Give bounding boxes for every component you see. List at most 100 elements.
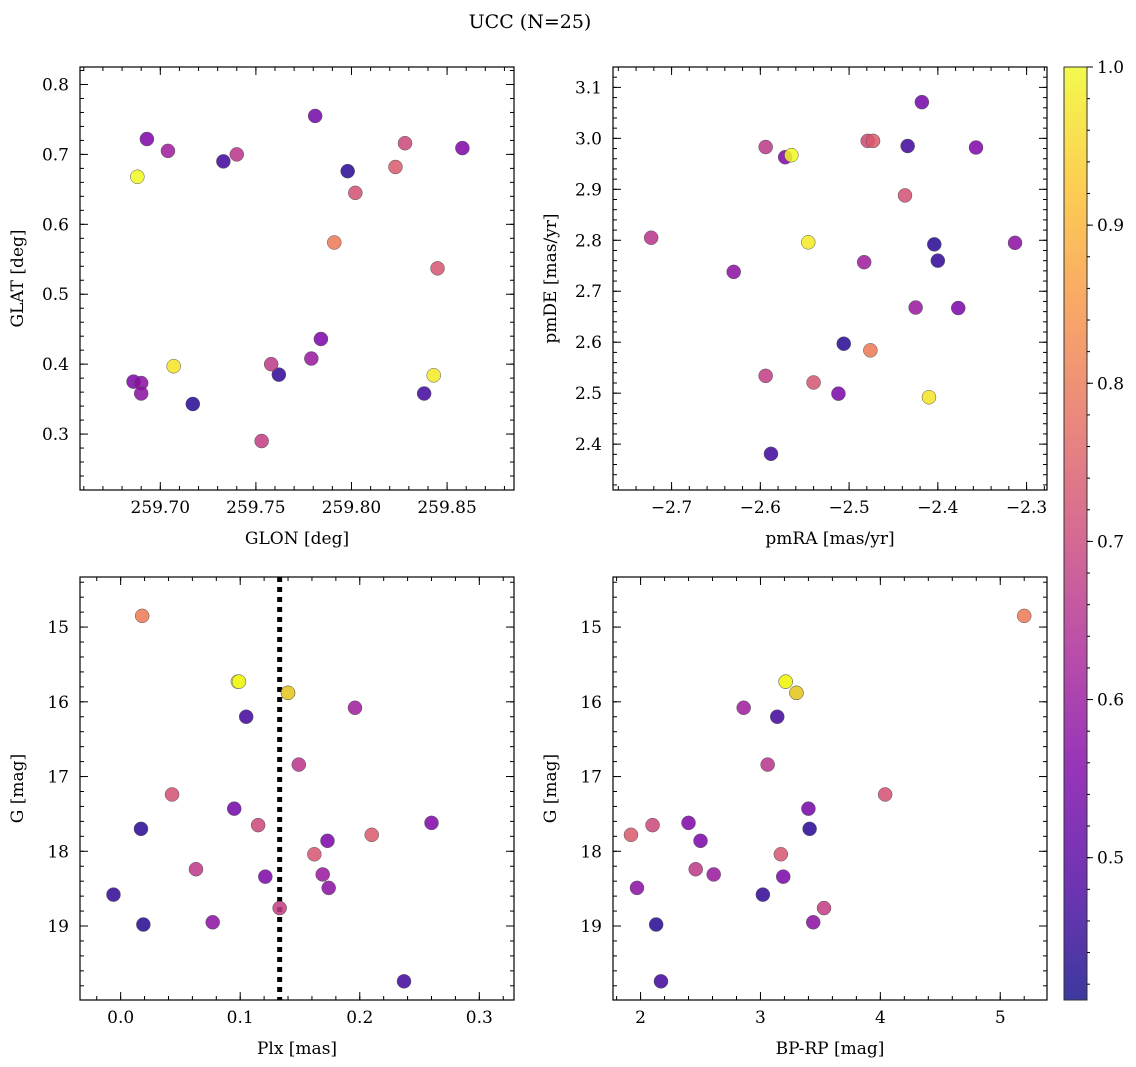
data-point — [693, 833, 708, 849]
x-tick-label: 0.1 — [227, 1008, 254, 1028]
data-point — [424, 815, 439, 831]
data-point — [188, 861, 204, 877]
data-point — [160, 143, 176, 159]
data-point — [416, 386, 432, 401]
data-point — [388, 159, 403, 175]
data-point — [760, 757, 775, 772]
data-point — [706, 867, 721, 882]
data-point — [968, 140, 984, 155]
scatter-points — [126, 108, 470, 449]
data-point — [863, 343, 878, 358]
data-point — [778, 674, 793, 689]
data-point — [307, 108, 323, 124]
data-point — [430, 261, 445, 276]
figure-title: UCC (N=25) — [469, 11, 592, 33]
y-tick-label: 2.7 — [575, 282, 602, 302]
y-tick-label: 16 — [580, 693, 602, 713]
data-point — [280, 685, 296, 701]
y-tick-label: 2.4 — [575, 435, 602, 455]
x-tick-label: 2 — [635, 1008, 646, 1028]
data-point — [347, 700, 363, 716]
y-tick-label: 3.1 — [575, 78, 602, 98]
x-axis-label: BP-RP [mag] — [776, 1039, 885, 1059]
data-point — [900, 138, 915, 154]
y-tick-label: 16 — [47, 693, 69, 713]
data-point — [908, 300, 923, 315]
axes-frame — [79, 66, 515, 491]
data-point — [133, 821, 149, 837]
data-point — [272, 900, 287, 916]
x-tick-label: 0.3 — [466, 1008, 493, 1028]
ticks — [613, 577, 1047, 1000]
data-point — [134, 608, 150, 624]
y-tick-label: 2.6 — [575, 333, 602, 353]
y-tick-label: 2.9 — [575, 180, 602, 200]
data-point — [769, 709, 785, 725]
data-point — [1016, 608, 1032, 624]
scatter-points — [623, 608, 1032, 989]
data-point — [623, 827, 639, 843]
data-point — [205, 915, 220, 930]
data-point — [320, 833, 335, 849]
data-point — [263, 356, 279, 372]
y-axis-label: pmDE [mas/yr] — [541, 213, 561, 343]
y-axis-label: G [mag] — [541, 754, 561, 823]
x-axis-label: GLON [deg] — [245, 529, 349, 549]
y-axis-label: G [mag] — [8, 754, 28, 823]
data-point — [139, 131, 155, 147]
y-axis-label: GLAT [deg] — [8, 229, 28, 327]
y-tick-label: 19 — [580, 917, 602, 937]
data-point — [801, 235, 816, 250]
data-point — [164, 787, 180, 802]
data-point — [166, 358, 181, 374]
data-point — [216, 154, 231, 169]
data-point — [914, 94, 930, 110]
x-tick-label: 259.75 — [226, 498, 285, 518]
axes-frame — [79, 576, 515, 1001]
data-point — [291, 757, 307, 772]
colorbar: 0.5 0.6 0.7 0.8 0.9 1.0 — [1063, 58, 1124, 1001]
data-point — [755, 887, 771, 902]
data-point — [763, 446, 779, 462]
data-point — [397, 135, 413, 151]
scatter-points — [643, 94, 1023, 462]
colorbar-tick-label: 1.0 — [1097, 58, 1124, 78]
panels-group: 259.70 259.75 259.80 259.85 0.3 0.4 0.5 0.6 0.7 0… — [8, 66, 1048, 1059]
data-point — [801, 801, 816, 816]
x-tick-label: 3 — [755, 1008, 766, 1028]
x-axis-label: pmRA [mas/yr] — [765, 529, 894, 549]
data-point — [629, 880, 645, 896]
x-tick-label: 259.70 — [131, 498, 190, 518]
colorbar-tick-label: 0.6 — [1097, 691, 1124, 711]
data-point — [688, 861, 703, 877]
x-tick-label: 259.85 — [417, 498, 476, 518]
x-tick-label: 4 — [875, 1008, 886, 1028]
data-point — [1007, 235, 1023, 251]
data-point — [315, 867, 330, 882]
x-tick-label: −2.7 — [651, 498, 692, 518]
data-point — [313, 331, 329, 347]
x-tick-label: 0.2 — [346, 1008, 373, 1028]
x-axis-label: Plx [mas] — [257, 1039, 337, 1059]
data-point — [106, 887, 121, 902]
y-tick-label: 2.5 — [575, 384, 602, 404]
data-point — [340, 163, 355, 179]
x-tick-label: 259.80 — [322, 498, 381, 518]
data-point — [653, 974, 669, 989]
y-tick-label: 0.5 — [42, 285, 69, 305]
axes-frame — [612, 576, 1048, 1001]
data-point — [271, 367, 287, 382]
data-point — [775, 869, 791, 884]
x-tick-label: −2.4 — [917, 498, 958, 518]
data-point — [231, 674, 247, 689]
y-tick-label: 0.4 — [42, 355, 69, 375]
y-tick-label: 17 — [580, 768, 602, 788]
scatter-points — [106, 577, 439, 1000]
data-point — [307, 847, 322, 862]
data-point — [130, 169, 145, 185]
y-tick-label: 15 — [47, 618, 69, 638]
data-point — [229, 147, 245, 162]
x-tick-label: 5 — [995, 1008, 1006, 1028]
y-tick-label: 3.0 — [575, 129, 602, 149]
